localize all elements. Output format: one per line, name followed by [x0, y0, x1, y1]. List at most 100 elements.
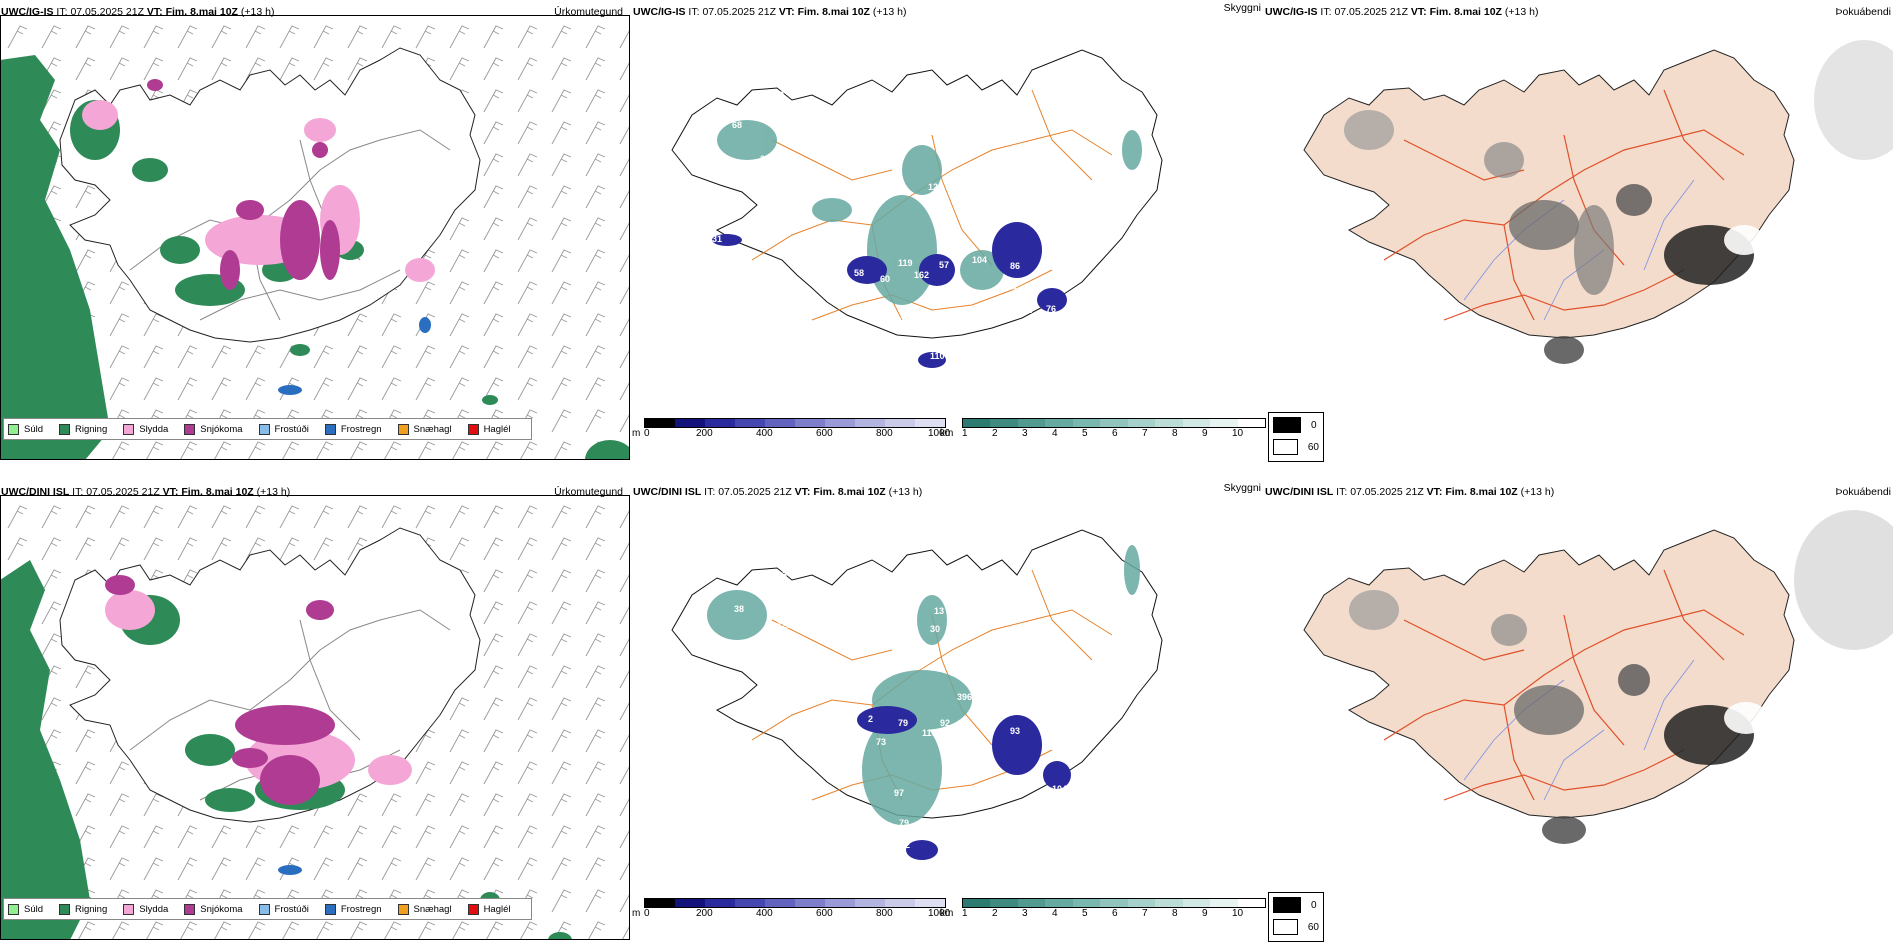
vt-label: VT: [162, 486, 179, 498]
colorbar-segment [1127, 419, 1156, 427]
vt-value: Fim. 8.mai 10Z [1429, 6, 1502, 18]
fog-scale: 0 60 [1268, 892, 1324, 942]
road-network [1383, 89, 1745, 321]
legend-item: Rigning [59, 903, 107, 915]
legend-label: Súld [24, 423, 44, 435]
iceland-outline [59, 47, 481, 343]
legend-item: Frostregn [324, 423, 382, 435]
height-label: 80 [994, 308, 1004, 318]
panel-header: UWC/DINI ISL IT: 07.05.2025 21Z VT: Fim.… [1, 486, 290, 498]
cloudbase-tick: 600 [816, 908, 833, 919]
cloudbase-tick: 1000 [928, 428, 951, 439]
lead-time: (+13 h) [256, 486, 291, 498]
colorbar-segment [1155, 419, 1183, 427]
height-label: 63 [904, 364, 914, 374]
legend-item: Frostregn [324, 903, 382, 915]
visibility-scale: km 1 2 3 4 5 6 7 8 9 10 [940, 418, 1266, 442]
legend-label: Frostúði [274, 423, 309, 435]
legend-label: Frostúði [274, 903, 309, 915]
height-label: 54 [1052, 798, 1062, 808]
it-label: IT: [688, 6, 700, 18]
height-label: 144 [900, 315, 915, 325]
height-label: 110 [930, 351, 945, 361]
legend-label: Súld [24, 903, 44, 915]
panel-header: UWC/DINI ISL IT: 07.05.2025 21Z VT: Fim.… [633, 486, 922, 498]
height-label: 92 [940, 718, 950, 728]
it-value: 07.05.2025 21Z [1334, 6, 1408, 18]
height-label: 40 [1058, 335, 1068, 345]
visibility-tick: 5 [1082, 908, 1088, 919]
colorbar-segment [765, 419, 795, 427]
freezing-rain-areas [278, 317, 431, 395]
colorbar-segment [645, 419, 675, 427]
model-name: UWC/IG-IS [1265, 6, 1318, 18]
fog-scale-label: 60 [1307, 921, 1319, 933]
visibility-tick: 8 [1172, 908, 1178, 919]
row-dini-isl: UWC/DINI ISL IT: 07.05.2025 21Z VT: Fim.… [0, 480, 1900, 950]
it-label: IT: [1336, 486, 1348, 498]
fog-scale-row: 0 [1273, 415, 1319, 435]
road-network [129, 129, 451, 321]
legend-label: Slydda [139, 903, 169, 915]
legend-item: Frostúði [258, 903, 309, 915]
colorbar-segment [1210, 419, 1238, 427]
visibility-tick: 1 [962, 908, 968, 919]
visibility-tick: 7 [1142, 908, 1148, 919]
fog-swatch [1273, 439, 1298, 455]
legend-label: Snæhagl [413, 423, 452, 435]
height-label: 59 [942, 147, 952, 157]
cloudbase-map: 29 68 21 31 37 57 60 58 119 104 162 144 … [671, 49, 1163, 394]
vt-label: VT: [778, 6, 795, 18]
colorbar-segment [1237, 419, 1265, 427]
colorbar-segment [963, 419, 991, 427]
it-label: IT: [704, 486, 716, 498]
colorbar-segment [705, 899, 735, 907]
panel-header: UWC/IG-IS IT: 07.05.2025 21Z VT: Fim. 8.… [1265, 6, 1538, 18]
fog-swatch [1273, 897, 1301, 913]
height-label: 2 [868, 714, 873, 724]
it-label: IT: [72, 486, 84, 498]
colorbar-segment [675, 419, 705, 427]
precip-map [0, 500, 629, 940]
visibility-areas [717, 120, 1142, 305]
visibility-tick: 6 [1112, 908, 1118, 919]
height-label: 156 [962, 341, 977, 351]
snow-areas [105, 575, 335, 805]
height-label: 32 [702, 698, 712, 708]
panel-header: UWC/DINI ISL IT: 07.05.2025 21Z VT: Fim.… [1265, 486, 1554, 498]
height-label: 76 [1046, 304, 1056, 314]
panel-header: UWC/IG-IS IT: 07.05.2025 21Z VT: Fim. 8.… [633, 6, 906, 18]
legend-label: Snjókoma [200, 423, 243, 435]
visibility-colorbar [962, 898, 1266, 908]
colorbar-segment [990, 419, 1018, 427]
legend-swatch [467, 903, 479, 915]
legend-item: Snæhagl [397, 423, 452, 435]
colorbar-segment [1072, 899, 1101, 907]
precip-type-panel: UWC/IG-IS IT: 07.05.2025 21Z VT: Fim. 8.… [0, 0, 630, 461]
height-label: 396 [957, 692, 972, 702]
cloudbase-areas [712, 222, 1067, 368]
height-label: 162 [914, 270, 929, 280]
colorbar-segment [1017, 419, 1046, 427]
visibility-tick: 6 [1112, 428, 1118, 439]
cloudbase-map: 43 38 121 32 67 73 2 79 92 396 116 97 79… [671, 529, 1163, 876]
legend-label: Frostregn [340, 903, 382, 915]
colorbar-segment [675, 899, 705, 907]
colorbar-segment [1017, 899, 1046, 907]
visibility-tick: 3 [1022, 908, 1028, 919]
colorbar-segment [1182, 419, 1211, 427]
height-label: 79 [898, 718, 908, 728]
fog-areas [1349, 590, 1768, 844]
vt-label: VT: [1410, 6, 1427, 18]
visibility-tick: 10 [1232, 908, 1244, 919]
height-label: 72 [900, 840, 910, 850]
colorbar-segment [735, 899, 765, 907]
panel-header: UWC/IG-IS IT: 07.05.2025 21Z VT: Fim. 8.… [1, 6, 274, 18]
panel-title: Þokuábendi [1835, 486, 1891, 498]
colorbar-segment [885, 419, 915, 427]
legend-label: Slydda [139, 423, 169, 435]
legend-swatch [467, 423, 479, 435]
fog-map [1303, 40, 1893, 364]
height-label: 60 [880, 274, 890, 284]
model-name: UWC/DINI ISL [1265, 486, 1334, 498]
